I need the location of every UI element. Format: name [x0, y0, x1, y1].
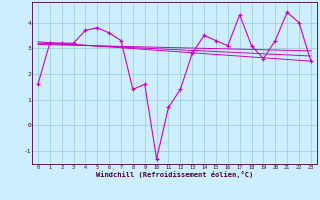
X-axis label: Windchill (Refroidissement éolien,°C): Windchill (Refroidissement éolien,°C) — [96, 171, 253, 178]
